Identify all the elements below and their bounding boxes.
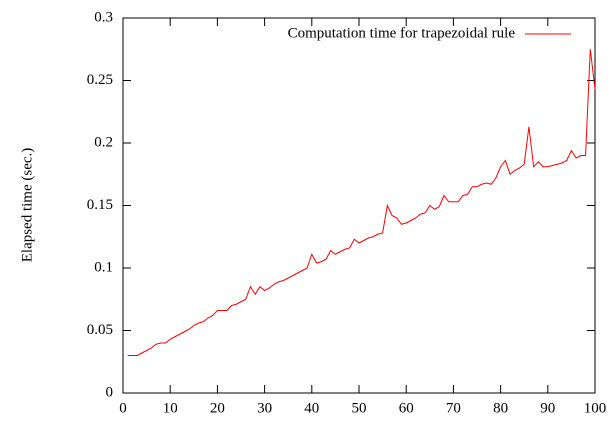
y-tick-label: 0.2 — [94, 134, 113, 150]
y-tick-label: 0.05 — [87, 322, 113, 338]
x-tick-label: 80 — [493, 400, 508, 416]
legend-label: Computation time for trapezoidal rule — [288, 25, 516, 41]
plot-frame — [122, 17, 596, 394]
data-line — [127, 49, 596, 356]
y-tick-label: 0 — [106, 384, 114, 400]
y-axis-label: Elapsed time (sec.) — [19, 148, 35, 263]
y-tick-label: 0.1 — [94, 259, 113, 275]
x-tick-label: 40 — [304, 400, 319, 416]
x-tick-label: 60 — [399, 400, 414, 416]
y-tick-label: 0.15 — [87, 197, 113, 213]
x-tick-label: 10 — [163, 400, 178, 416]
x-tick-label: 90 — [540, 400, 555, 416]
x-tick-label: 30 — [257, 400, 272, 416]
x-tick-label: 70 — [446, 400, 461, 416]
x-tick-label: 20 — [210, 400, 225, 416]
x-tick-label: 0 — [119, 400, 127, 416]
y-tick-label: 0.3 — [94, 9, 113, 25]
x-tick-label: 100 — [584, 400, 607, 416]
x-tick-label: 50 — [352, 400, 367, 416]
y-tick-label: 0.25 — [87, 72, 113, 88]
